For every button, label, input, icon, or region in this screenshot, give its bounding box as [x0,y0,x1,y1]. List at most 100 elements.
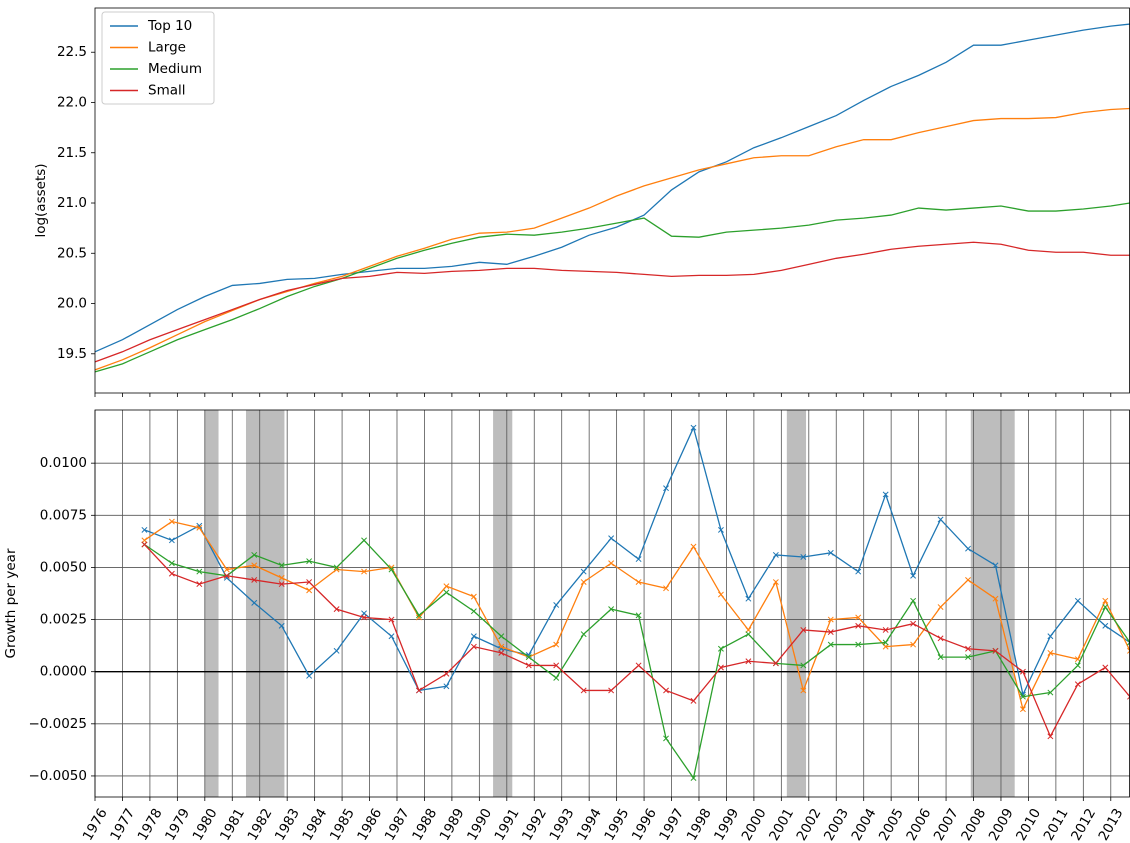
x-tick-label: 1979 [162,806,193,843]
point-marker [470,633,477,640]
point-marker [388,616,395,623]
point-marker [608,606,615,613]
point-marker [415,687,422,694]
point-marker [1127,647,1130,654]
x-tick-label: 2004 [848,806,879,843]
point-marker [910,597,917,604]
point-marker [333,566,340,573]
point-marker [196,524,203,531]
point-marker [1019,706,1026,713]
point-marker [278,574,285,581]
point-marker [141,541,148,548]
x-tick-label: 2009 [986,806,1017,843]
point-marker [361,614,367,621]
x-tick-label: 2011 [1041,806,1072,843]
x-tick-label: 1999 [711,806,742,843]
point-marker [800,687,807,694]
recession-span [204,410,219,797]
x-tick-label: 1982 [244,806,275,843]
point-marker [470,593,477,600]
point-marker [361,568,367,575]
point-marker [663,687,669,694]
point-marker [168,560,175,567]
point-marker [690,424,697,431]
point-marker [745,631,752,638]
point-marker [745,595,752,602]
plot-frame [94,7,1130,394]
point-marker [498,649,505,656]
point-marker [608,687,615,694]
point-marker [278,562,285,569]
point-marker [1102,622,1109,629]
point-marker [306,587,313,594]
y-tick-label: 20.0 [57,296,87,312]
point-marker [1047,733,1054,740]
y-tick-label: 0.0025 [40,612,87,628]
y-tick-label: −0.0050 [28,768,87,784]
x-tick-label: 2002 [794,806,825,843]
point-marker [388,566,395,573]
point-marker [525,662,532,669]
point-marker [361,537,367,544]
point-marker [168,537,175,544]
x-tick-label: 2001 [766,806,797,843]
series-line [94,107,1130,371]
x-tick-label: 2005 [876,806,907,843]
point-marker [251,551,258,558]
point-marker [168,570,175,577]
point-marker [498,643,505,650]
point-marker [635,662,642,669]
point-marker [333,564,340,571]
point-marker [635,556,642,563]
x-tick-label: 2003 [821,806,852,843]
panel: 1976197719781979198019811982198319841985… [3,409,1130,843]
point-marker [553,641,560,648]
point-marker [910,641,917,648]
point-marker [937,604,944,610]
point-marker [992,595,999,602]
x-tick-label: 1992 [519,806,550,843]
point-marker [415,612,422,619]
point-marker [717,664,724,671]
series-line [94,23,1130,353]
point-marker [965,545,971,552]
point-marker [827,629,834,636]
point-marker [553,602,560,608]
panel: 19.5 20.0 20.5 21.0 21.5 22.0 22.5 log(assets) T… [33,7,1130,397]
point-marker [745,658,752,665]
x-tick-label: 1981 [217,806,248,843]
recession-span [493,410,513,797]
y-tick-label: 22.5 [57,44,87,60]
legend-box [101,11,215,105]
point-marker [663,485,669,492]
point-marker [882,639,889,646]
point-marker [910,620,917,627]
x-tick-label: 1990 [464,806,495,843]
x-tick-label: 1988 [409,806,440,843]
x-tick-label: 1993 [546,806,577,843]
point-marker [1102,597,1109,604]
point-marker [498,633,505,640]
recession-span [786,410,807,797]
point-marker [443,670,450,677]
y-tick-label: 0.0050 [40,559,87,575]
point-marker [635,579,642,585]
point-marker [1047,633,1054,640]
legend-label: Large [148,40,186,56]
x-tick-label: 1991 [492,806,523,843]
x-tick-label: 1995 [601,806,632,843]
x-tick-label: 1986 [354,806,385,843]
point-marker [306,558,313,565]
point-marker [937,654,944,661]
point-marker [608,560,615,567]
point-marker [855,614,862,621]
point-marker [1127,693,1130,700]
point-marker [168,518,175,525]
point-marker [690,697,697,704]
point-marker [333,606,340,613]
x-tick-label: 1984 [299,806,330,843]
point-marker [251,599,258,606]
x-tick-label: 1996 [629,806,660,843]
point-marker [992,647,999,654]
